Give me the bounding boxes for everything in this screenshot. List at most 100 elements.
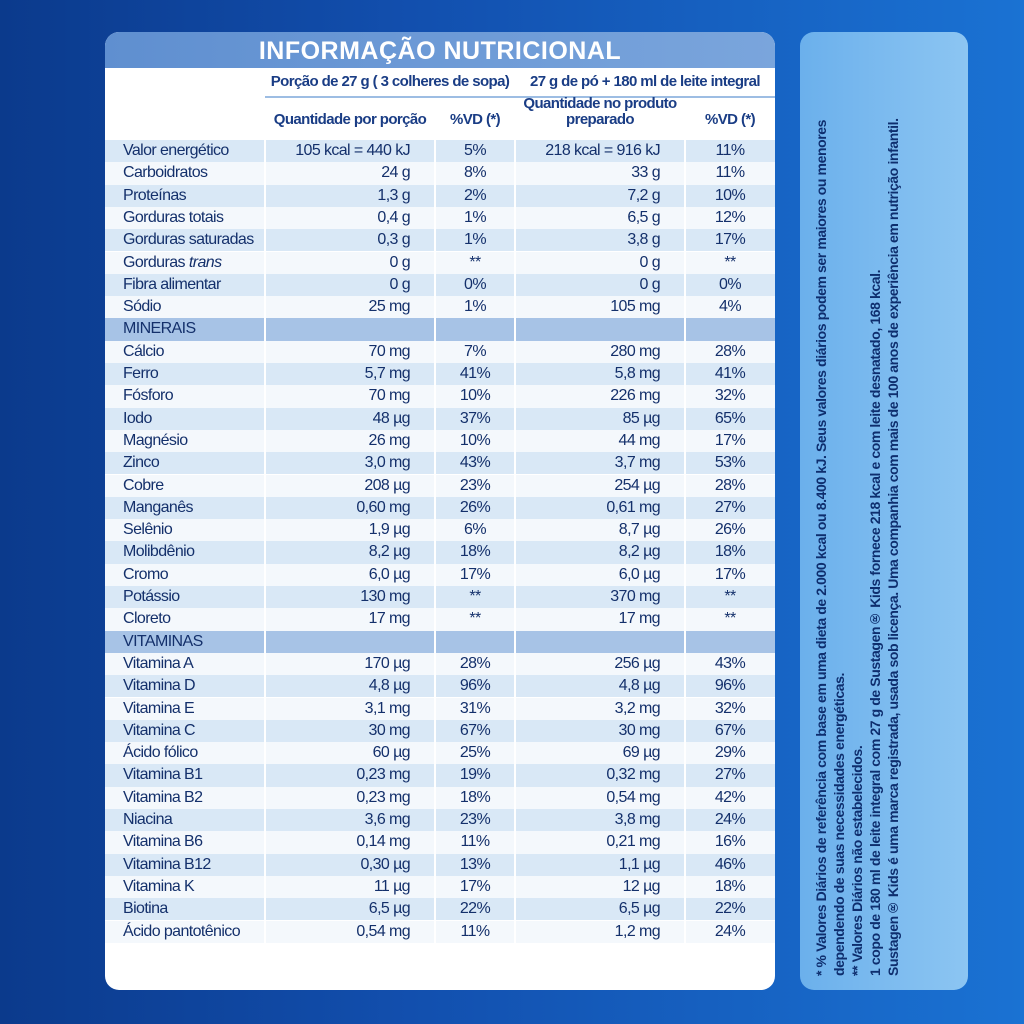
nutrient-name: Cálcio bbox=[123, 342, 164, 360]
table-row: Cobre 208 µg 23% 254 µg 28% bbox=[105, 474, 775, 497]
cell-value: 170 µg bbox=[364, 654, 410, 672]
cell-value: 1,2 mg bbox=[614, 922, 661, 940]
cell-value: 18% bbox=[714, 877, 746, 895]
cell-value: 22% bbox=[714, 900, 746, 918]
table-row: Gorduras trans 0 g ** 0 g ** bbox=[105, 251, 775, 274]
cell-value: ** bbox=[469, 588, 481, 605]
cell-value: 22% bbox=[459, 900, 491, 918]
cell-value: 6,0 µg bbox=[368, 565, 411, 583]
cell-value: 96% bbox=[714, 677, 746, 695]
cell-value: 0 g bbox=[639, 275, 661, 293]
cell-value: 208 µg bbox=[364, 476, 410, 494]
cell-value: 0,14 mg bbox=[356, 833, 410, 851]
section-row: MINERAIS bbox=[105, 318, 775, 341]
cell-value: 0 g bbox=[389, 253, 411, 271]
cell-value: 23% bbox=[459, 476, 491, 494]
nutrient-name: Cobre bbox=[123, 476, 164, 494]
table-row: Molibdênio 8,2 µg 18% 8,2 µg 18% bbox=[105, 541, 775, 564]
cell-value: 0,60 mg bbox=[356, 498, 410, 516]
table-row: Vitamina E 3,1 mg 31% 3,2 mg 32% bbox=[105, 697, 775, 720]
cell-value: 1% bbox=[464, 298, 487, 316]
table-row: Cromo 6,0 µg 17% 6,0 µg 17% bbox=[105, 563, 775, 586]
section-row: VITAMINAS bbox=[105, 630, 775, 653]
table-row: Vitamina C 30 mg 67% 30 mg 67% bbox=[105, 719, 775, 743]
cell-value: 16% bbox=[714, 833, 746, 851]
group-header: Porção de 27 g ( 3 colheres de sopa) bbox=[270, 73, 510, 90]
nutrient-name: Magnésio bbox=[123, 431, 188, 449]
cell-value: 60 µg bbox=[372, 744, 411, 762]
cell-value: 1% bbox=[464, 231, 487, 249]
cell-value: 4,8 µg bbox=[618, 677, 661, 695]
cell-value: 69 µg bbox=[622, 744, 661, 762]
cell-value: 130 mg bbox=[360, 588, 410, 605]
cell-value: 17 mg bbox=[618, 610, 661, 628]
cell-value: 7,2 g bbox=[627, 186, 660, 204]
cell-value: 3,8 mg bbox=[614, 811, 661, 828]
cell-value: 17% bbox=[714, 231, 746, 249]
table-row: Iodo 48 µg 37% 85 µg 65% bbox=[105, 407, 775, 430]
footnote: 1 copo de 180 ml de leite integral com 2… bbox=[867, 269, 883, 976]
cell-value: 85 µg bbox=[622, 409, 661, 427]
nutrient-name: Vitamina B12 bbox=[123, 855, 211, 873]
footnote: * % Valores Diários de referência com ba… bbox=[813, 119, 847, 976]
cell-value: 6,5 µg bbox=[368, 900, 411, 918]
cell-value: 3,1 mg bbox=[364, 699, 411, 717]
nutrient-name: Niacina bbox=[123, 811, 173, 828]
cell-value: ** bbox=[724, 610, 736, 628]
cell-value: 29% bbox=[714, 744, 746, 762]
cell-value: 0% bbox=[464, 275, 487, 293]
nutrient-name: Sódio bbox=[123, 298, 162, 316]
nutrient-name: Vitamina B2 bbox=[123, 788, 203, 806]
cell-value: 11% bbox=[715, 164, 745, 182]
table-row: Valor energético 105 kcal = 440 kJ 5% 218 k… bbox=[105, 140, 775, 163]
column-separator bbox=[434, 140, 436, 943]
title: INFORMAÇÃO NUTRICIONAL bbox=[105, 32, 775, 68]
table-row: Biotina 6,5 µg 22% 6,5 µg 22% bbox=[105, 898, 775, 921]
table-row: Manganês 0,60 mg 26% 0,61 mg 27% bbox=[105, 496, 775, 520]
cell-value: 8,2 µg bbox=[368, 543, 411, 561]
cell-value: 1,9 µg bbox=[368, 521, 411, 539]
table-row: Sódio 25 mg 1% 105 mg 4% bbox=[105, 296, 775, 319]
cell-value: 12 µg bbox=[622, 877, 661, 895]
cell-value: 8,7 µg bbox=[618, 521, 661, 539]
cell-value: 17% bbox=[714, 565, 746, 583]
cell-value: 0,61 mg bbox=[606, 498, 660, 516]
cell-value: 4,8 µg bbox=[368, 677, 411, 695]
table-row: Niacina 3,6 mg 23% 3,8 mg 24% bbox=[105, 809, 775, 832]
nutrient-name: Vitamina K bbox=[123, 877, 195, 895]
cell-value: 17% bbox=[459, 877, 491, 895]
cell-value: 12% bbox=[714, 208, 746, 226]
cell-value: 6% bbox=[464, 521, 487, 539]
table-row: Selênio 1,9 µg 6% 8,7 µg 26% bbox=[105, 519, 775, 542]
cell-value: 13% bbox=[459, 855, 491, 873]
cell-value: 43% bbox=[714, 654, 746, 672]
table-row: Magnésio 26 mg 10% 44 mg 17% bbox=[105, 429, 775, 453]
cell-value: 3,6 mg bbox=[364, 811, 411, 828]
nutrient-name: Cloreto bbox=[123, 610, 171, 628]
cell-value: 26 mg bbox=[368, 431, 411, 449]
nutrient-name: Cromo bbox=[123, 565, 169, 583]
cell-value: 218 kcal = 916 kJ bbox=[545, 142, 660, 159]
cell-value: ** bbox=[469, 610, 481, 628]
cell-value: 17% bbox=[459, 565, 491, 583]
nutrient-name: Vitamina B1 bbox=[123, 766, 203, 784]
nutrient-name: Gorduras totais bbox=[123, 208, 224, 226]
cell-value: 3,7 mg bbox=[614, 454, 661, 472]
cell-value: 32% bbox=[714, 387, 746, 405]
cell-value: 0 g bbox=[389, 275, 411, 293]
cell-value: 28% bbox=[459, 654, 491, 672]
cell-value: 28% bbox=[714, 476, 746, 494]
cell-value: 26% bbox=[459, 498, 491, 516]
column-separator bbox=[264, 140, 266, 943]
nutrient-name: Manganês bbox=[123, 498, 194, 516]
cell-value: 11 µg bbox=[373, 877, 411, 895]
column-header: Quantidade por porção bbox=[273, 111, 427, 128]
cell-value: ** bbox=[724, 253, 736, 271]
cell-value: 0,30 µg bbox=[360, 855, 410, 873]
column-header: %VD (*) bbox=[705, 111, 756, 128]
cell-value: 96% bbox=[459, 677, 491, 695]
nutrient-name: Ácido fólico bbox=[123, 744, 198, 762]
nutrient-name: Fósforo bbox=[123, 387, 174, 405]
cell-value: 18% bbox=[459, 543, 491, 561]
